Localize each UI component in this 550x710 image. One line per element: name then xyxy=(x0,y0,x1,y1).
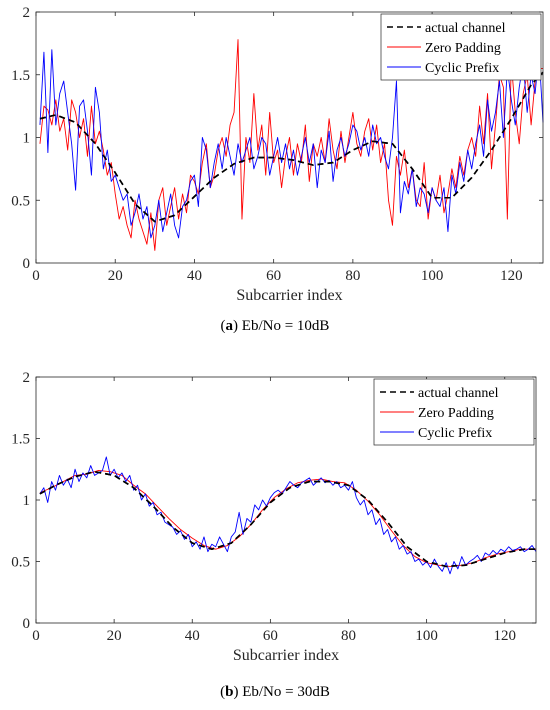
chart-0-y-tick-label-1: 0.5 xyxy=(11,193,30,209)
caption-b: (b) Eb/No = 30dB xyxy=(220,684,330,700)
chart-1-y-tick-label-4: 2 xyxy=(23,370,31,386)
chart-0-series-line-0 xyxy=(39,71,544,223)
chart-1-x-tick-label-5: 100 xyxy=(415,628,438,644)
chart-0-series-line-1 xyxy=(39,39,543,251)
chart-1-y-tick-label-3: 1.5 xyxy=(11,432,30,448)
caption-a-text: Eb/No = 10dB xyxy=(241,318,330,334)
chart-0-y-tick-label-4: 2 xyxy=(23,5,31,21)
chart-b: 0 20 40 60 80 100 120 0 0.5 1 1.5 2 Subcarrier index… xyxy=(11,370,537,664)
chart-0-x-tick-label-0: 0 xyxy=(32,268,40,284)
chart-1-y-tick-label-1: 0.5 xyxy=(11,555,30,571)
chart-1-x-tick-label-3: 60 xyxy=(263,628,278,644)
chart-1-series-line-0 xyxy=(39,470,536,568)
chart-1-x-tick-label-1: 20 xyxy=(107,628,122,644)
chart-panel-a: 0 20 40 60 80 100 120 0 0.5 1 1.5 2 Subcarrier index… xyxy=(0,0,550,350)
chart-0-y-tick-label-3: 1.5 xyxy=(11,68,30,84)
chart-0-x-tick-label-5: 100 xyxy=(421,268,444,284)
chart-0-x-tick-label-6: 120 xyxy=(500,268,523,284)
chart-panel-b: 0 20 40 60 80 100 120 0 0.5 1 1.5 2 Subcarrier index… xyxy=(0,358,550,710)
chart-1-x-tick-label-6: 120 xyxy=(494,628,517,644)
chart-0-x-tick-label-3: 60 xyxy=(266,268,281,284)
chart-0-legend-label-1: Zero Padding xyxy=(425,41,501,56)
chart-1-y-tick-label-0: 0 xyxy=(23,616,31,632)
chart-1-x-tick-label-4: 80 xyxy=(341,628,356,644)
chart-0-legend-box xyxy=(380,13,542,81)
chart-1-legend-label-2: Cyclic Prefix xyxy=(418,426,492,441)
chart-1-series-line-0-top xyxy=(39,470,536,568)
chart-1-series-line-2 xyxy=(39,456,537,575)
chart-1-x-tick-label-2: 40 xyxy=(185,628,200,644)
chart-1-x-tick-label-0: 0 xyxy=(32,628,40,644)
chart-1-series-line-1 xyxy=(39,470,536,567)
chart-1-x-axis-label: Subcarrier index xyxy=(233,647,339,664)
chart-0-x-tick-label-2: 40 xyxy=(187,268,202,284)
chart-1-legend-label-1: Zero Padding xyxy=(418,406,494,421)
chart-0-y-tick-label-2: 1 xyxy=(23,131,31,147)
caption-b-letter: b xyxy=(225,684,234,700)
chart-0-x-tick-label-1: 20 xyxy=(108,268,123,284)
chart-0-series-line-0-top xyxy=(39,71,544,223)
chart-0-legend-label-0: actual channel xyxy=(425,21,506,36)
chart-0-x-tick-label-4: 80 xyxy=(345,268,360,284)
caption-b-text: Eb/No = 30dB xyxy=(242,684,330,700)
chart-0-legend-label-2: Cyclic Prefix xyxy=(425,61,499,76)
chart-a: 0 20 40 60 80 100 120 0 0.5 1 1.5 2 Subcarrier index… xyxy=(11,5,544,304)
caption-a-letter: a xyxy=(225,318,234,334)
chart-1-legend-label-0: actual channel xyxy=(418,386,499,401)
caption-a: (a) Eb/No = 10dB xyxy=(220,318,330,334)
chart-0-x-axis-label: Subcarrier index xyxy=(236,287,342,304)
chart-1-y-tick-label-2: 1 xyxy=(23,493,31,509)
chart-0-y-tick-label-0: 0 xyxy=(23,256,31,272)
